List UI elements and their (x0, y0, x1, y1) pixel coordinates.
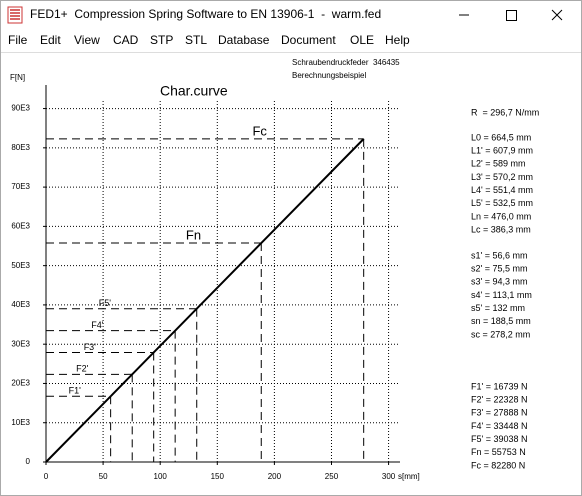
title-bar (1, 1, 581, 30)
parameter: L0 = 664,5 mm (471, 132, 531, 142)
x-tick-label: 300 (382, 472, 396, 481)
y-tick-label: 80E3 (11, 143, 30, 152)
menu-item[interactable]: CAD (113, 33, 139, 47)
x-tick-label: 250 (325, 472, 339, 481)
parameter: s4' = 113,1 mm (471, 290, 532, 300)
y-tick-label: 60E3 (11, 221, 30, 230)
parameter: L1' = 607,9 mm (471, 146, 533, 156)
menu-item[interactable]: File (8, 33, 28, 47)
y-tick-label: 20E3 (11, 379, 30, 388)
parameter: s5' = 132 mm (471, 303, 525, 313)
menu-item[interactable]: OLE (350, 33, 374, 47)
y-tick-label: 10E3 (11, 418, 30, 427)
menu-item[interactable]: Document (281, 33, 336, 47)
y-axis-label: F[N] (10, 73, 25, 82)
parameter: L4' = 551,4 mm (471, 185, 533, 195)
y-tick-label: 70E3 (11, 182, 30, 191)
x-tick-label: 200 (268, 472, 282, 481)
menu-bar: File Edit View CAD STP STL Database Document OLE… (8, 33, 410, 47)
menu-item[interactable]: Edit (40, 33, 61, 47)
y-tick-label: 0 (26, 457, 31, 466)
parameter-list: R = 296,7 N/mm L0 = 664,5 mm L1' = 607,9 m… (471, 107, 539, 470)
x-axis-label: s[mm] (398, 472, 420, 481)
parameter: F4' = 33448 N (471, 421, 528, 431)
point-label: F4' (91, 320, 104, 330)
point-label: F2' (76, 364, 89, 374)
close-button[interactable] (551, 9, 563, 21)
window-title: FED1+ Compression Spring Software to EN … (30, 7, 381, 21)
header-line: Berechnungsbeispiel (292, 71, 366, 80)
parameter: sc = 278,2 mm (471, 329, 530, 339)
maximize-button[interactable] (506, 10, 517, 21)
app-icon (7, 6, 23, 24)
y-tick-label: 40E3 (11, 300, 30, 309)
menu-item[interactable]: Help (385, 33, 410, 47)
parameter: L5' = 532,5 mm (471, 198, 533, 208)
plot: 0 10E3 20E3 30E3 40E3 50E3 60E3 70E3 80E3 90E3 0 50… (11, 85, 400, 481)
parameter: sn = 188,5 mm (471, 316, 531, 326)
parameter: s2' = 75,5 mm (471, 264, 528, 274)
x-tick-label: 50 (99, 472, 108, 481)
point-label: Fn (186, 227, 201, 242)
parameter: Lc = 386,3 mm (471, 224, 531, 234)
y-tick-label: 90E3 (11, 104, 30, 113)
header-line: Schraubendruckfeder 346435 (292, 58, 400, 67)
parameter: Ln = 476,0 mm (471, 211, 531, 221)
point-label: F1' (69, 386, 82, 396)
parameter: L2' = 589 mm (471, 159, 526, 169)
parameter: F5' = 39038 N (471, 434, 528, 444)
parameter: F2' = 22328 N (471, 395, 528, 405)
chart-title: Char.curve (160, 83, 228, 99)
x-tick-label: 100 (154, 472, 168, 481)
point-label: F3' (84, 342, 97, 352)
parameter: Fc = 82280 N (471, 460, 525, 470)
point-label: F5' (99, 298, 112, 308)
parameter: L3' = 570,2 mm (471, 172, 533, 182)
parameter: R = 296,7 N/mm (471, 107, 539, 117)
menu-item[interactable]: STP (150, 33, 173, 47)
parameter: s3' = 94,3 mm (471, 277, 528, 287)
curve-start (45, 395, 112, 463)
y-tick-label: 50E3 (11, 261, 30, 270)
x-tick-label: 150 (211, 472, 225, 481)
parameter: s1' = 56,6 mm (471, 250, 528, 260)
parameter: F1' = 16739 N (471, 381, 528, 391)
point-label: Fc (252, 123, 267, 138)
parameter: F3' = 27888 N (471, 408, 528, 418)
y-tick-label: 30E3 (11, 339, 30, 348)
x-tick-label: 0 (44, 472, 49, 481)
parameter: Fn = 55753 N (471, 447, 526, 457)
menu-item[interactable]: Database (218, 33, 270, 47)
menu-item[interactable]: STL (185, 33, 207, 47)
menu-item[interactable]: View (74, 33, 100, 47)
